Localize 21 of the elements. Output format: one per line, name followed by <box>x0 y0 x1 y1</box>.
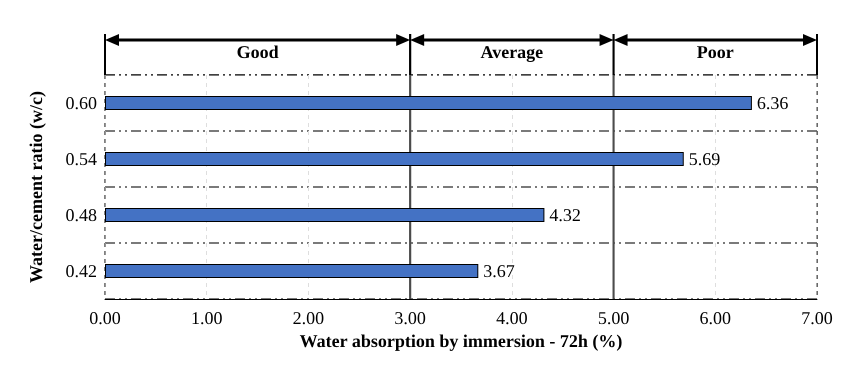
y-axis-title: Water/cement ratio (w/c) <box>26 91 46 283</box>
band-label: Poor <box>696 42 734 62</box>
x-tick-label: 4.00 <box>496 308 528 328</box>
x-tick-label: 2.00 <box>292 308 324 328</box>
y-tick-label: 0.54 <box>66 149 97 169</box>
data-label: 5.69 <box>688 149 720 169</box>
y-tick-label: 0.60 <box>66 93 97 113</box>
y-tick-label: 0.48 <box>66 205 97 225</box>
x-tick-label: 1.00 <box>190 308 222 328</box>
data-label: 4.32 <box>549 205 581 225</box>
x-tick-label: 0.00 <box>89 308 121 328</box>
x-tick-label: 3.00 <box>394 308 426 328</box>
x-axis-title: Water absorption by immersion - 72h (%) <box>300 330 622 351</box>
band-label: Good <box>236 42 279 62</box>
data-label: 6.36 <box>756 93 788 113</box>
x-tick-label: 7.00 <box>801 308 833 328</box>
x-tick-label: 5.00 <box>598 308 630 328</box>
data-label: 3.67 <box>483 261 515 281</box>
y-tick-label: 0.42 <box>66 261 97 281</box>
band-label: Average <box>480 42 544 62</box>
x-tick-label: 6.00 <box>700 308 732 328</box>
